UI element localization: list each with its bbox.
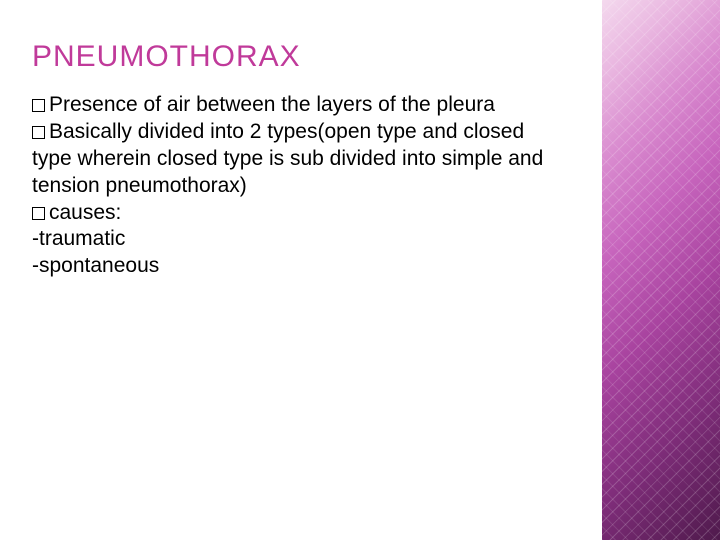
plain-line: -traumatic: [32, 226, 552, 253]
bullet-text: Basically divided into 2 types(open type…: [32, 120, 543, 197]
bullet-marker-icon: [32, 207, 45, 220]
slide-body: Presence of air between the layers of th…: [32, 92, 552, 280]
plain-line: -spontaneous: [32, 253, 552, 280]
bullet-marker-icon: [32, 99, 45, 112]
slide-title: PNEUMOTHORAX: [32, 40, 572, 74]
content-area: PNEUMOTHORAX Presence of air between the…: [0, 0, 602, 540]
bullet-item: causes:: [32, 200, 552, 227]
bullet-text: causes:: [49, 201, 121, 224]
bullet-item: Basically divided into 2 types(open type…: [32, 119, 552, 200]
side-gradient-decoration: [602, 0, 720, 540]
bullet-item: Presence of air between the layers of th…: [32, 92, 552, 119]
slide: PNEUMOTHORAX Presence of air between the…: [0, 0, 720, 540]
bullet-text: Presence of air between the layers of th…: [49, 93, 495, 116]
bullet-marker-icon: [32, 126, 45, 139]
